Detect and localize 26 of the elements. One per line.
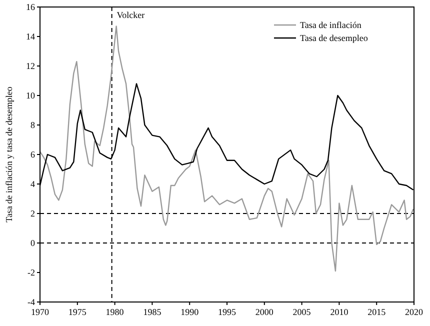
y-tick-label: 4: [30, 179, 36, 189]
ref-line-label: Volcker: [116, 10, 145, 20]
y-axis-title: Tasa de inflación y tasa de desempleo: [4, 86, 14, 222]
y-tick-label: 10: [26, 90, 36, 100]
x-tick-label: 2000: [255, 307, 274, 317]
x-tick-label: 1990: [180, 307, 200, 317]
y-tick-label: 12: [26, 61, 35, 71]
x-tick-label: 1985: [143, 307, 162, 317]
x-tick-label: 2015: [368, 307, 386, 317]
y-tick-label: 14: [26, 32, 36, 42]
x-tick-label: 1970: [31, 307, 50, 317]
x-tick-label: 1975: [68, 307, 87, 317]
y-tick-label: 2: [30, 208, 35, 218]
x-tick-label: 1995: [218, 307, 236, 317]
y-tick-label: 8: [30, 120, 36, 130]
y-tick-label: 6: [30, 150, 36, 160]
y-tick-label: 16: [26, 2, 36, 12]
y-tick-label: -2: [28, 268, 35, 278]
x-tick-label: 1980: [106, 307, 124, 317]
x-tick-label: 2010: [330, 307, 349, 317]
y-tick-label: -4: [28, 297, 36, 307]
legend-label: Tasa de desempleo: [300, 33, 368, 43]
legend-label: Tasa de inflación: [300, 20, 362, 30]
x-tick-label: 2005: [292, 307, 312, 317]
x-tick-label: 2020: [405, 307, 424, 317]
y-tick-label: 0: [30, 238, 36, 248]
